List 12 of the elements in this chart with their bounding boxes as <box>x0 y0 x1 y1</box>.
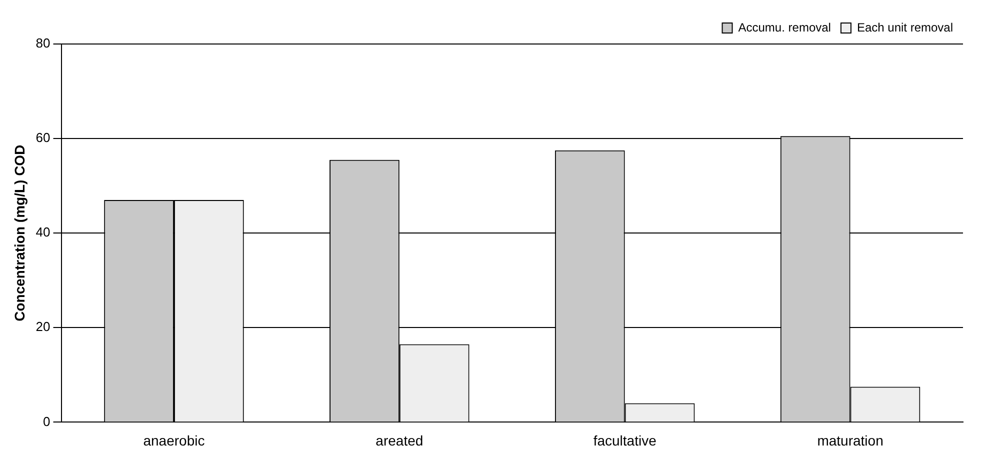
x-tick-label: areated <box>376 432 424 448</box>
y-tick-label: 80 <box>36 36 50 51</box>
legend-label: Each unit removal <box>856 20 953 34</box>
y-tick-label: 20 <box>36 319 50 334</box>
x-tick-label: facultative <box>593 432 657 448</box>
legend-label: Accumu. removal <box>738 20 831 34</box>
x-tick-label: anaerobic <box>143 432 205 448</box>
y-tick-label: 60 <box>36 130 50 146</box>
y-tick-label: 40 <box>36 224 50 240</box>
y-tick-label: 0 <box>43 414 50 429</box>
y-axis-title: Concentration (mg/L) COD <box>11 144 28 322</box>
x-tick-label: maturation <box>817 432 884 448</box>
